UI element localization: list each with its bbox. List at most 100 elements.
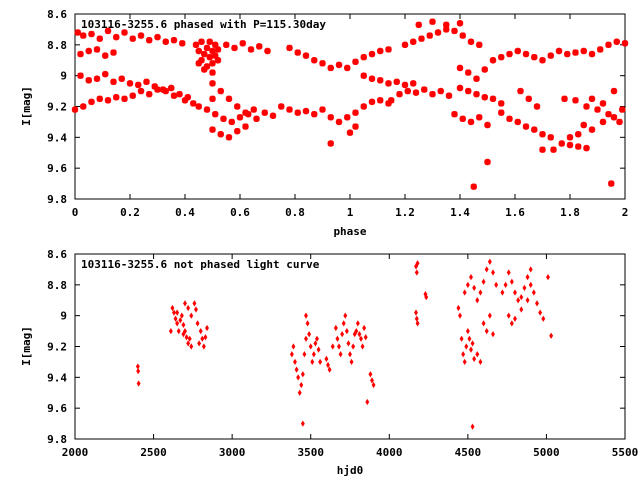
data-point: [610, 114, 618, 121]
data-point: [197, 340, 202, 347]
data-point: [541, 315, 546, 322]
data-point: [481, 320, 486, 327]
data-point: [363, 334, 368, 341]
data-point: [506, 50, 513, 58]
data-point: [212, 41, 219, 49]
data-point: [154, 33, 161, 41]
x-tick-label: 3000: [219, 446, 246, 459]
data-point: [498, 53, 505, 61]
data-point: [209, 60, 216, 67]
data-point: [304, 312, 308, 319]
x-tick-label: 3500: [297, 446, 324, 459]
data-point: [546, 273, 550, 281]
data-point: [203, 44, 211, 52]
data-point: [456, 20, 464, 27]
data-point: [558, 140, 565, 147]
data-point: [456, 84, 464, 92]
data-point: [310, 358, 315, 366]
x-tick-label: 2500: [140, 446, 167, 459]
data-point: [489, 57, 497, 64]
data-point: [489, 95, 497, 102]
data-point: [421, 86, 428, 93]
data-point: [212, 111, 219, 118]
data-point: [481, 278, 486, 285]
data-point: [209, 47, 216, 55]
data-point: [583, 144, 590, 152]
data-point: [136, 380, 141, 387]
data-point: [253, 115, 260, 123]
data-point: [616, 118, 623, 126]
data-point: [337, 343, 341, 350]
data-point: [175, 309, 180, 316]
data-point: [214, 46, 222, 53]
data-point: [476, 41, 483, 49]
data-point: [368, 50, 376, 58]
data-point: [597, 46, 604, 53]
data-point: [135, 363, 140, 370]
data-point: [424, 294, 429, 301]
data-point: [311, 111, 318, 118]
axis-ticks: 0 0.2 0.4 0.6 0.8 1 1.2 1.4 1.6 1.8 2 8.6 8.8 9 9.2 9.4…: [47, 8, 628, 219]
data-point: [509, 278, 514, 285]
y-tick-label: 9.8: [47, 433, 67, 446]
data-point: [538, 309, 543, 316]
data-point: [225, 95, 233, 102]
data-point: [327, 114, 334, 121]
data-point: [469, 346, 473, 353]
data-point: [467, 118, 475, 126]
data-point: [200, 335, 205, 342]
data-point: [465, 69, 472, 76]
data-point: [580, 47, 587, 55]
data-point: [605, 111, 612, 118]
data-point: [330, 343, 335, 350]
data-point: [555, 47, 563, 55]
data-point: [393, 78, 400, 86]
data-point: [498, 100, 505, 107]
data-point: [575, 131, 582, 138]
data-point: [470, 340, 475, 347]
data-point: [525, 95, 532, 102]
data-point: [470, 423, 475, 430]
data-point: [414, 309, 418, 316]
data-point: [418, 35, 425, 42]
data-point: [173, 315, 178, 322]
data-point: [572, 49, 579, 56]
data-point: [491, 331, 495, 338]
data-point: [96, 95, 103, 102]
data-point: [467, 38, 475, 45]
data-point: [195, 60, 202, 67]
data-point: [525, 273, 530, 281]
plot-title: 103116-3255.6 phased with P=115.30day: [81, 18, 326, 31]
data-point: [203, 63, 211, 70]
data-point: [370, 377, 374, 384]
data-point: [198, 57, 205, 64]
data-point: [85, 77, 92, 84]
data-point: [137, 32, 145, 39]
data-point: [341, 320, 346, 327]
data-point: [135, 81, 142, 89]
data-point: [605, 41, 612, 49]
data-point: [217, 131, 224, 138]
data-point: [80, 103, 87, 110]
data-point: [151, 83, 158, 90]
data-point: [146, 37, 153, 44]
data-point: [80, 32, 87, 39]
y-tick-label: 9.6: [47, 162, 67, 175]
data-point: [346, 340, 351, 347]
data-point: [327, 64, 334, 72]
data-point: [77, 72, 84, 79]
data-point: [228, 118, 235, 126]
data-point: [104, 27, 112, 35]
data-point: [481, 66, 488, 73]
data-point: [456, 304, 461, 312]
data-point: [242, 123, 249, 130]
x-tick-label: 1.8: [560, 206, 580, 219]
data-point: [476, 114, 483, 121]
data-point: [608, 180, 615, 187]
data-point: [572, 97, 579, 104]
data-point: [352, 58, 359, 65]
data-point: [143, 78, 150, 86]
data-point: [475, 297, 480, 304]
plot-title: 103116-3255.6 not phased light curve: [81, 258, 320, 271]
data-point: [343, 312, 348, 319]
